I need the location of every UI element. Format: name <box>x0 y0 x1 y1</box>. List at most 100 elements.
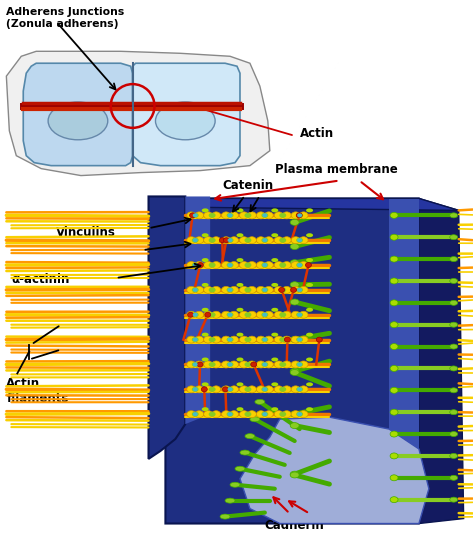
Ellipse shape <box>256 212 265 219</box>
Ellipse shape <box>291 336 300 343</box>
Ellipse shape <box>195 262 204 269</box>
Ellipse shape <box>390 475 398 481</box>
Ellipse shape <box>450 213 458 218</box>
Ellipse shape <box>239 361 248 368</box>
Ellipse shape <box>209 238 216 242</box>
Ellipse shape <box>282 262 291 269</box>
Ellipse shape <box>290 219 299 225</box>
Ellipse shape <box>229 386 238 393</box>
Ellipse shape <box>202 358 209 361</box>
Ellipse shape <box>204 361 213 368</box>
Ellipse shape <box>212 361 220 368</box>
Ellipse shape <box>264 361 273 368</box>
Ellipse shape <box>261 337 268 342</box>
Ellipse shape <box>192 213 199 218</box>
Ellipse shape <box>204 411 213 418</box>
Ellipse shape <box>306 382 313 387</box>
Text: Actin: Actin <box>300 127 334 140</box>
Text: Adherens Junctions
(Zonula adherens): Adherens Junctions (Zonula adherens) <box>6 7 125 29</box>
Ellipse shape <box>250 417 260 422</box>
Ellipse shape <box>212 411 220 418</box>
Ellipse shape <box>228 263 233 267</box>
Ellipse shape <box>240 450 250 455</box>
Ellipse shape <box>296 337 303 342</box>
Ellipse shape <box>290 368 299 374</box>
Ellipse shape <box>282 237 291 244</box>
Ellipse shape <box>195 212 204 219</box>
Ellipse shape <box>187 237 196 244</box>
Ellipse shape <box>205 312 211 317</box>
Ellipse shape <box>193 337 198 342</box>
Ellipse shape <box>187 262 196 269</box>
Ellipse shape <box>299 212 308 219</box>
Ellipse shape <box>192 263 199 268</box>
Ellipse shape <box>291 212 300 219</box>
Ellipse shape <box>247 336 256 343</box>
Ellipse shape <box>264 262 273 269</box>
Ellipse shape <box>279 213 286 218</box>
Ellipse shape <box>245 263 251 268</box>
Ellipse shape <box>247 411 256 418</box>
Ellipse shape <box>192 287 199 293</box>
Ellipse shape <box>237 283 244 287</box>
Ellipse shape <box>271 209 278 212</box>
Text: Catenin: Catenin <box>222 180 273 193</box>
Text: Actin
filaments: Actin filaments <box>6 377 69 405</box>
Ellipse shape <box>296 387 303 392</box>
Ellipse shape <box>297 213 302 217</box>
Ellipse shape <box>450 344 458 349</box>
Ellipse shape <box>299 262 308 269</box>
Ellipse shape <box>192 337 199 342</box>
Ellipse shape <box>450 410 458 414</box>
Ellipse shape <box>209 337 216 342</box>
Ellipse shape <box>274 386 283 393</box>
Ellipse shape <box>306 358 313 361</box>
Ellipse shape <box>290 299 299 305</box>
Ellipse shape <box>209 287 216 293</box>
Ellipse shape <box>290 244 299 250</box>
Ellipse shape <box>390 212 398 218</box>
Ellipse shape <box>192 312 199 317</box>
Ellipse shape <box>245 213 251 218</box>
Ellipse shape <box>390 387 398 393</box>
Polygon shape <box>165 198 459 210</box>
Ellipse shape <box>229 311 238 318</box>
Ellipse shape <box>190 213 196 218</box>
Ellipse shape <box>239 287 248 293</box>
Ellipse shape <box>299 361 308 368</box>
Ellipse shape <box>262 213 267 217</box>
Ellipse shape <box>297 337 302 342</box>
Ellipse shape <box>279 387 286 392</box>
Ellipse shape <box>237 233 244 237</box>
Ellipse shape <box>212 262 220 269</box>
Ellipse shape <box>193 238 198 242</box>
Ellipse shape <box>228 337 233 342</box>
Ellipse shape <box>450 388 458 393</box>
Ellipse shape <box>192 387 199 392</box>
Ellipse shape <box>247 311 256 318</box>
Ellipse shape <box>306 407 313 411</box>
Ellipse shape <box>390 278 398 284</box>
Ellipse shape <box>195 386 204 393</box>
Ellipse shape <box>262 238 267 242</box>
Ellipse shape <box>239 311 248 318</box>
Ellipse shape <box>193 363 198 366</box>
Ellipse shape <box>279 287 286 293</box>
Ellipse shape <box>204 262 213 269</box>
Ellipse shape <box>239 262 248 269</box>
Polygon shape <box>23 63 133 165</box>
Ellipse shape <box>390 431 398 437</box>
Ellipse shape <box>202 283 209 287</box>
Ellipse shape <box>282 212 291 219</box>
Ellipse shape <box>221 336 230 343</box>
Ellipse shape <box>262 387 267 391</box>
Ellipse shape <box>271 358 278 361</box>
Ellipse shape <box>195 237 204 244</box>
Ellipse shape <box>221 287 230 293</box>
Ellipse shape <box>228 363 233 366</box>
Ellipse shape <box>279 362 286 367</box>
Ellipse shape <box>299 386 308 393</box>
Ellipse shape <box>297 263 302 267</box>
Ellipse shape <box>222 387 228 392</box>
Ellipse shape <box>274 361 283 368</box>
